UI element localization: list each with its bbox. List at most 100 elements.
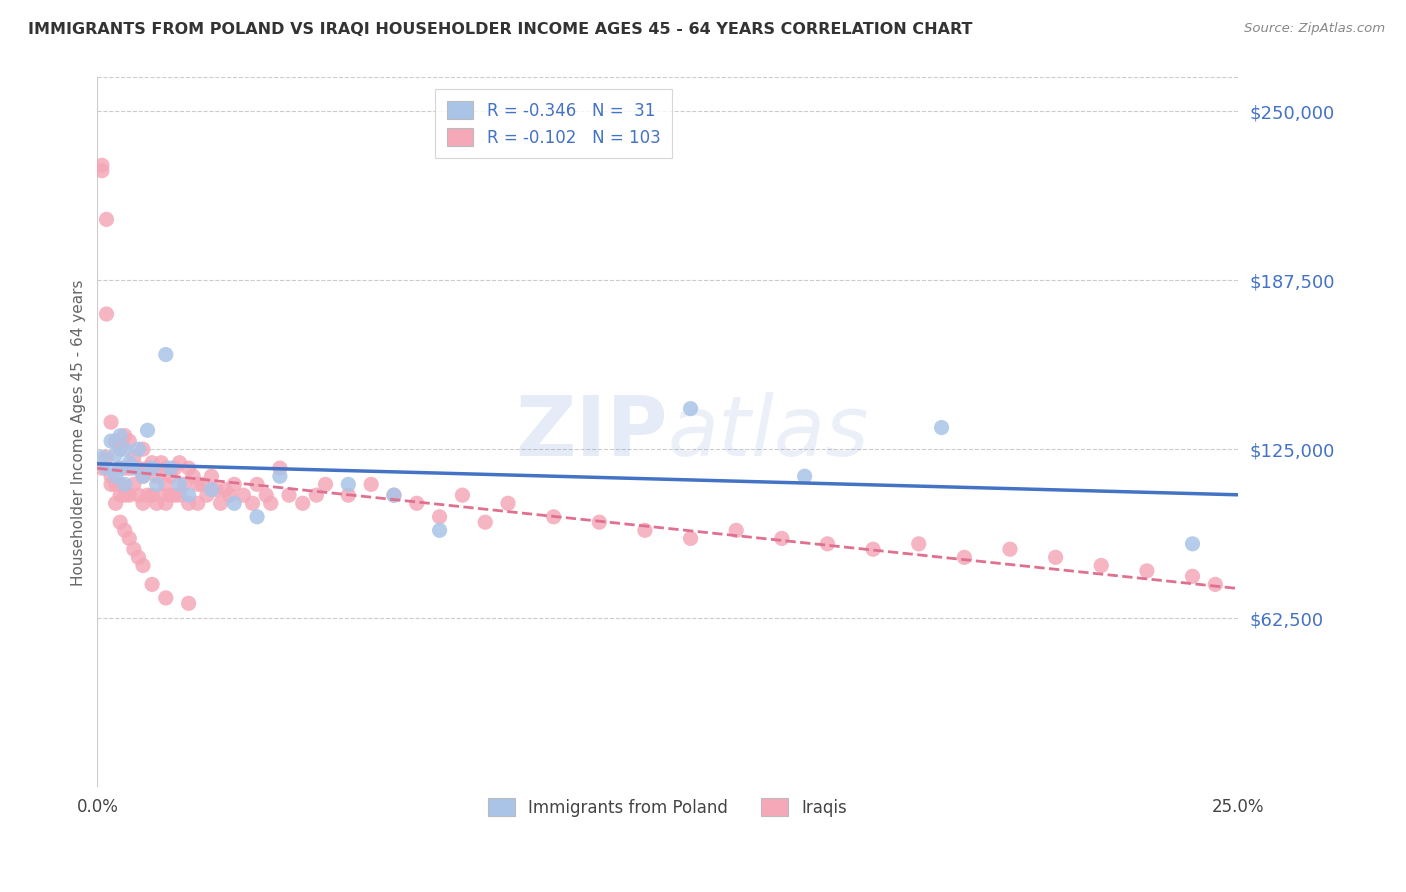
Point [145,477,167,491]
Point [770,532,793,546]
Point [187,496,209,510]
Point [169,456,191,470]
Point [114,442,136,457]
Point [315,477,337,491]
Point [224,496,246,510]
Point [155,477,177,491]
Point [269,461,291,475]
Point [169,477,191,491]
Point [278,488,301,502]
Point [155,496,177,510]
Point [127,442,149,457]
Point [200,483,222,497]
Point [382,488,405,502]
Point [405,496,427,510]
Point [127,461,149,475]
Point [122,542,145,557]
Point [132,469,155,483]
Point [141,461,163,475]
Point [90,450,112,465]
Legend: Immigrants from Poland, Iraqis: Immigrants from Poland, Iraqis [479,789,856,825]
Point [177,496,200,510]
Point [100,477,122,491]
Point [163,488,186,502]
Point [187,477,209,491]
Point [173,477,195,491]
Point [474,515,496,529]
Point [108,488,131,502]
Point [104,477,127,491]
Point [998,542,1021,557]
Point [100,469,122,483]
Point [218,488,240,502]
Point [254,488,277,502]
Point [114,428,136,442]
Point [104,496,127,510]
Point [155,461,177,475]
Point [1045,550,1067,565]
Point [132,558,155,573]
Point [96,461,118,475]
Point [360,477,382,491]
Point [291,496,314,510]
Point [793,469,815,483]
Point [862,542,884,557]
Point [90,158,112,172]
Point [159,461,181,475]
Point [224,477,246,491]
Point [150,488,173,502]
Point [269,469,291,483]
Point [1090,558,1112,573]
Point [543,509,565,524]
Point [118,488,141,502]
Point [136,461,159,475]
Point [132,469,155,483]
Point [429,509,451,524]
Point [136,423,159,437]
Point [136,488,159,502]
Point [159,469,181,483]
Point [1204,577,1226,591]
Text: ZIP: ZIP [515,392,668,473]
Point [907,537,929,551]
Point [337,488,360,502]
Point [100,434,122,448]
Point [246,509,269,524]
Point [337,477,360,491]
Point [588,515,610,529]
Point [195,488,218,502]
Point [114,477,136,491]
Point [679,401,702,416]
Point [118,532,141,546]
Point [145,496,167,510]
Point [159,488,181,502]
Point [214,483,236,497]
Point [122,450,145,465]
Point [205,483,228,497]
Point [108,428,131,442]
Point [155,348,177,362]
Point [141,456,163,470]
Point [169,488,191,502]
Point [155,591,177,605]
Point [451,488,474,502]
Point [108,515,131,529]
Point [127,550,149,565]
Point [177,461,200,475]
Point [118,434,141,448]
Point [150,456,173,470]
Point [725,524,748,538]
Point [122,477,145,491]
Text: atlas: atlas [668,392,869,473]
Point [96,307,118,321]
Point [177,488,200,502]
Point [191,477,214,491]
Point [209,496,232,510]
Point [177,596,200,610]
Point [1136,564,1159,578]
Point [141,577,163,591]
Text: IMMIGRANTS FROM POLAND VS IRAQI HOUSEHOLDER INCOME AGES 45 - 64 YEARS CORRELATIO: IMMIGRANTS FROM POLAND VS IRAQI HOUSEHOL… [28,22,973,37]
Point [108,461,131,475]
Point [100,415,122,429]
Point [132,442,155,457]
